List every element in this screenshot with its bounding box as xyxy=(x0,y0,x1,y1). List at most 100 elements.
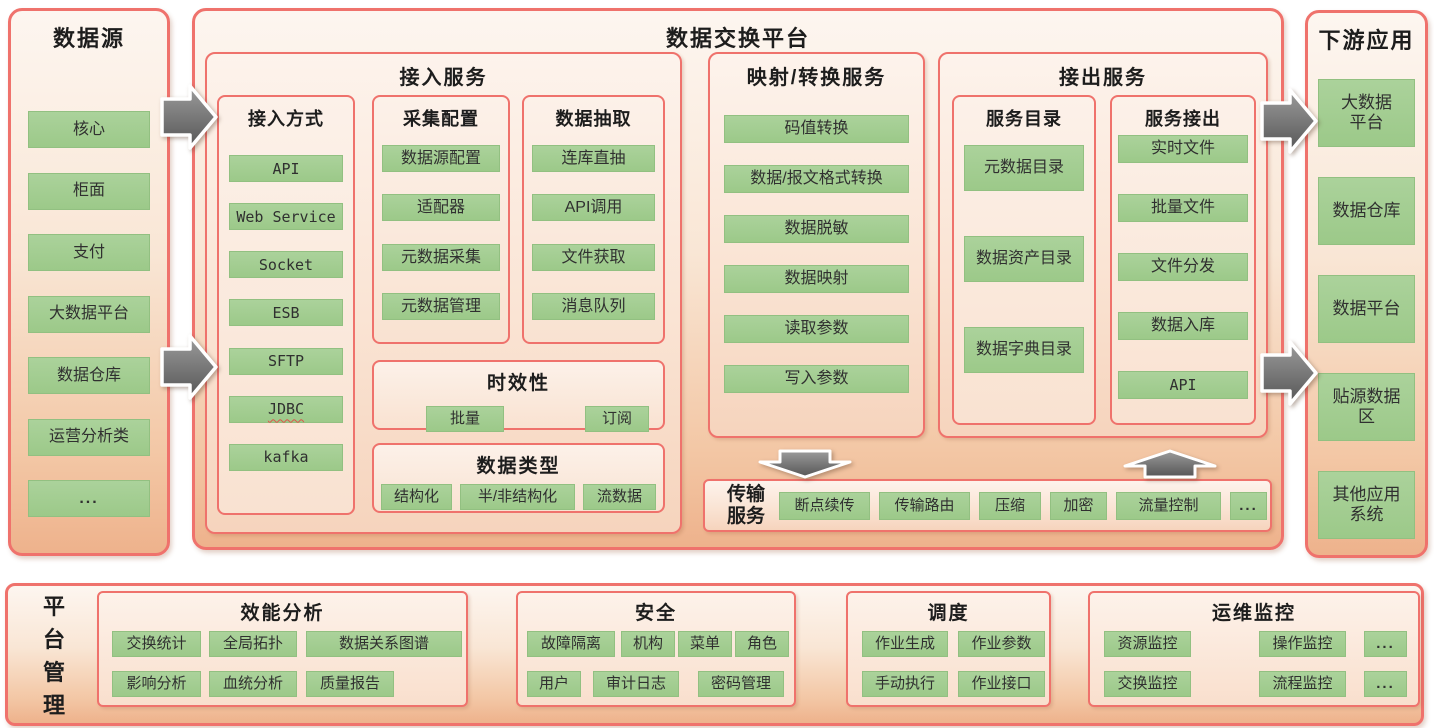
mapping-service-list: 码值转换 数据/报文格式转换 数据脱敏 数据映射 读取参数 写入参数 xyxy=(724,115,909,393)
data-source-item: 大数据平台 xyxy=(28,295,150,333)
scheduling-title: 调度 xyxy=(927,603,970,624)
data-source-item: 核心 xyxy=(28,111,150,148)
security-item: 用户 xyxy=(527,671,581,697)
data-extraction-item: 消息队列 xyxy=(532,292,655,320)
service-egress-item: API xyxy=(1118,371,1248,399)
data-extraction-title: 数据抽取 xyxy=(555,109,632,129)
access-method-item: Web Service xyxy=(229,203,343,231)
ops-monitoring-item: 流程监控 xyxy=(1259,671,1346,697)
arrow-right-icon xyxy=(160,334,218,400)
ops-monitoring-row: 资源监控 操作监控 ... xyxy=(1090,631,1418,657)
security-item: 审计日志 xyxy=(593,671,679,697)
section-scheduling: 调度 作业生成 作业参数 手动执行 作业接口 xyxy=(846,591,1051,707)
mapping-service-title: 映射/转换服务 xyxy=(746,67,887,89)
service-egress-item: 数据入库 xyxy=(1118,312,1248,340)
data-sources-list: 核心 柜面 支付 大数据平台 数据仓库 运营分析类 ... xyxy=(28,111,150,517)
service-egress-item: 实时文件 xyxy=(1118,135,1248,163)
access-method-item: SFTP xyxy=(229,347,343,375)
timeliness-item: 订阅 xyxy=(585,406,649,432)
service-egress-item: 批量文件 xyxy=(1118,194,1248,222)
section-mapping-service: 映射/转换服务 码值转换 数据/报文格式转换 数据脱敏 数据映射 读取参数 写入… xyxy=(708,52,925,438)
scheduling-row: 作业生成 作业参数 xyxy=(848,631,1049,657)
transfer-item-more: ... xyxy=(1230,491,1267,520)
data-source-item: 支付 xyxy=(28,234,150,271)
collection-config-column: 采集配置 数据源配置 适配器 元数据采集 元数据管理 xyxy=(372,95,510,344)
data-type-item: 流数据 xyxy=(583,484,656,510)
ops-monitoring-item-more: ... xyxy=(1364,671,1407,697)
service-catalog-title: 服务目录 xyxy=(986,109,1062,129)
downstream-apps-list: 大数据 平台 数据仓库 数据平台 贴源数据 区 其他应用 系统 xyxy=(1318,79,1415,539)
panel-exchange-platform: 数据交换平台 接入服务 接入方式 API Web Service Socket … xyxy=(192,8,1284,550)
security-title: 安全 xyxy=(634,603,677,624)
ops-monitoring-item: 操作监控 xyxy=(1259,631,1346,657)
mapping-item: 读取参数 xyxy=(724,315,909,343)
efficiency-item: 血统分析 xyxy=(209,671,297,697)
efficiency-analysis-title: 效能分析 xyxy=(240,603,325,624)
data-source-item: 柜面 xyxy=(28,172,150,210)
transfer-item: 压缩 xyxy=(979,491,1041,520)
data-types-box: 数据类型 结构化 半/非结构化 流数据 xyxy=(372,443,665,513)
ops-monitoring-row: 交换监控 流程监控 ... xyxy=(1090,671,1418,697)
efficiency-item: 全局拓扑 xyxy=(209,631,297,657)
section-efficiency-analysis: 效能分析 交换统计 全局拓扑 数据关系图谱 影响分析 血统分析 质量报告 xyxy=(97,591,468,707)
service-egress-column: 服务接出 实时文件 批量文件 文件分发 数据入库 API xyxy=(1110,95,1256,425)
collection-config-item: 适配器 xyxy=(382,194,500,222)
downstream-app-item: 数据仓库 xyxy=(1318,177,1415,245)
access-method-item: API xyxy=(229,155,343,182)
transfer-item: 流量控制 xyxy=(1116,491,1221,520)
ops-monitoring-title: 运维监控 xyxy=(1211,603,1296,624)
transfer-item: 断点续传 xyxy=(779,491,870,520)
security-item: 角色 xyxy=(735,631,789,657)
data-source-item: 运营分析类 xyxy=(28,418,150,456)
data-extraction-item: 文件获取 xyxy=(532,243,655,271)
ops-monitoring-item: 资源监控 xyxy=(1104,631,1191,657)
section-ops-monitoring: 运维监控 资源监控 操作监控 ... 交换监控 流程监控 ... xyxy=(1088,591,1420,707)
scheduling-item: 作业生成 xyxy=(862,631,948,657)
downstream-app-item: 其他应用 系统 xyxy=(1318,471,1415,539)
access-method-item: Socket xyxy=(229,251,343,279)
panel-data-sources: 数据源 核心 柜面 支付 大数据平台 数据仓库 运营分析类 ... xyxy=(8,8,170,556)
data-type-item: 结构化 xyxy=(381,484,452,510)
service-egress-item: 文件分发 xyxy=(1118,253,1248,281)
transfer-service-list: 断点续传 传输路由 压缩 加密 流量控制 ... xyxy=(779,491,1267,520)
transfer-service-title: 传输 服务 xyxy=(726,483,765,527)
access-method-item: ESB xyxy=(229,299,343,327)
downstream-apps-title: 下游应用 xyxy=(1318,28,1415,53)
section-transfer-service: 传输 服务 断点续传 传输路由 压缩 加密 流量控制 ... xyxy=(703,479,1272,532)
service-egress-title: 服务接出 xyxy=(1145,109,1221,129)
downstream-app-item: 数据平台 xyxy=(1318,275,1415,343)
transfer-item: 加密 xyxy=(1050,491,1107,520)
scheduling-item: 作业接口 xyxy=(958,671,1045,697)
arrow-up-icon xyxy=(1123,449,1217,479)
efficiency-item: 交换统计 xyxy=(112,631,201,657)
service-egress-list: 实时文件 批量文件 文件分发 数据入库 API xyxy=(1118,135,1248,399)
output-service-title: 接出服务 xyxy=(1059,67,1147,89)
access-methods-list: API Web Service Socket ESB SFTP JDBC kaf… xyxy=(229,155,343,471)
panel-downstream-apps: 下游应用 大数据 平台 数据仓库 数据平台 贴源数据 区 其他应用 系统 xyxy=(1305,10,1428,558)
data-types-list: 结构化 半/非结构化 流数据 xyxy=(374,484,663,510)
platform-management-title: 平 台 管 理 xyxy=(42,594,65,718)
mapping-item: 数据/报文格式转换 xyxy=(724,165,909,193)
security-item: 机构 xyxy=(621,631,675,657)
efficiency-row: 影响分析 血统分析 质量报告 xyxy=(99,671,466,697)
security-row: 用户 审计日志 密码管理 xyxy=(518,671,794,697)
section-output-service: 接出服务 服务目录 元数据目录 数据资产目录 数据字典目录 服务接出 实时文件 … xyxy=(938,52,1268,438)
data-sources-title: 数据源 xyxy=(52,26,125,51)
security-row: 故障隔离 机构 菜单 角色 xyxy=(518,631,794,657)
efficiency-row: 交换统计 全局拓扑 数据关系图谱 xyxy=(99,631,466,657)
security-item: 密码管理 xyxy=(698,671,784,697)
access-service-title: 接入服务 xyxy=(399,67,488,89)
efficiency-item: 影响分析 xyxy=(112,671,201,697)
section-security: 安全 故障隔离 机构 菜单 角色 用户 审计日志 密码管理 xyxy=(516,591,796,707)
scheduling-item: 手动执行 xyxy=(862,671,948,697)
efficiency-item: 质量报告 xyxy=(306,671,394,697)
ops-monitoring-item-more: ... xyxy=(1364,631,1407,657)
efficiency-item: 数据关系图谱 xyxy=(306,631,462,657)
service-catalog-column: 服务目录 元数据目录 数据资产目录 数据字典目录 xyxy=(952,95,1096,425)
data-extraction-list: 连库直抽 API调用 文件获取 消息队列 xyxy=(532,145,655,320)
transfer-item: 传输路由 xyxy=(879,491,970,520)
arrow-right-icon xyxy=(160,84,218,150)
collection-config-title: 采集配置 xyxy=(403,109,479,129)
data-source-item-more: ... xyxy=(28,480,150,517)
